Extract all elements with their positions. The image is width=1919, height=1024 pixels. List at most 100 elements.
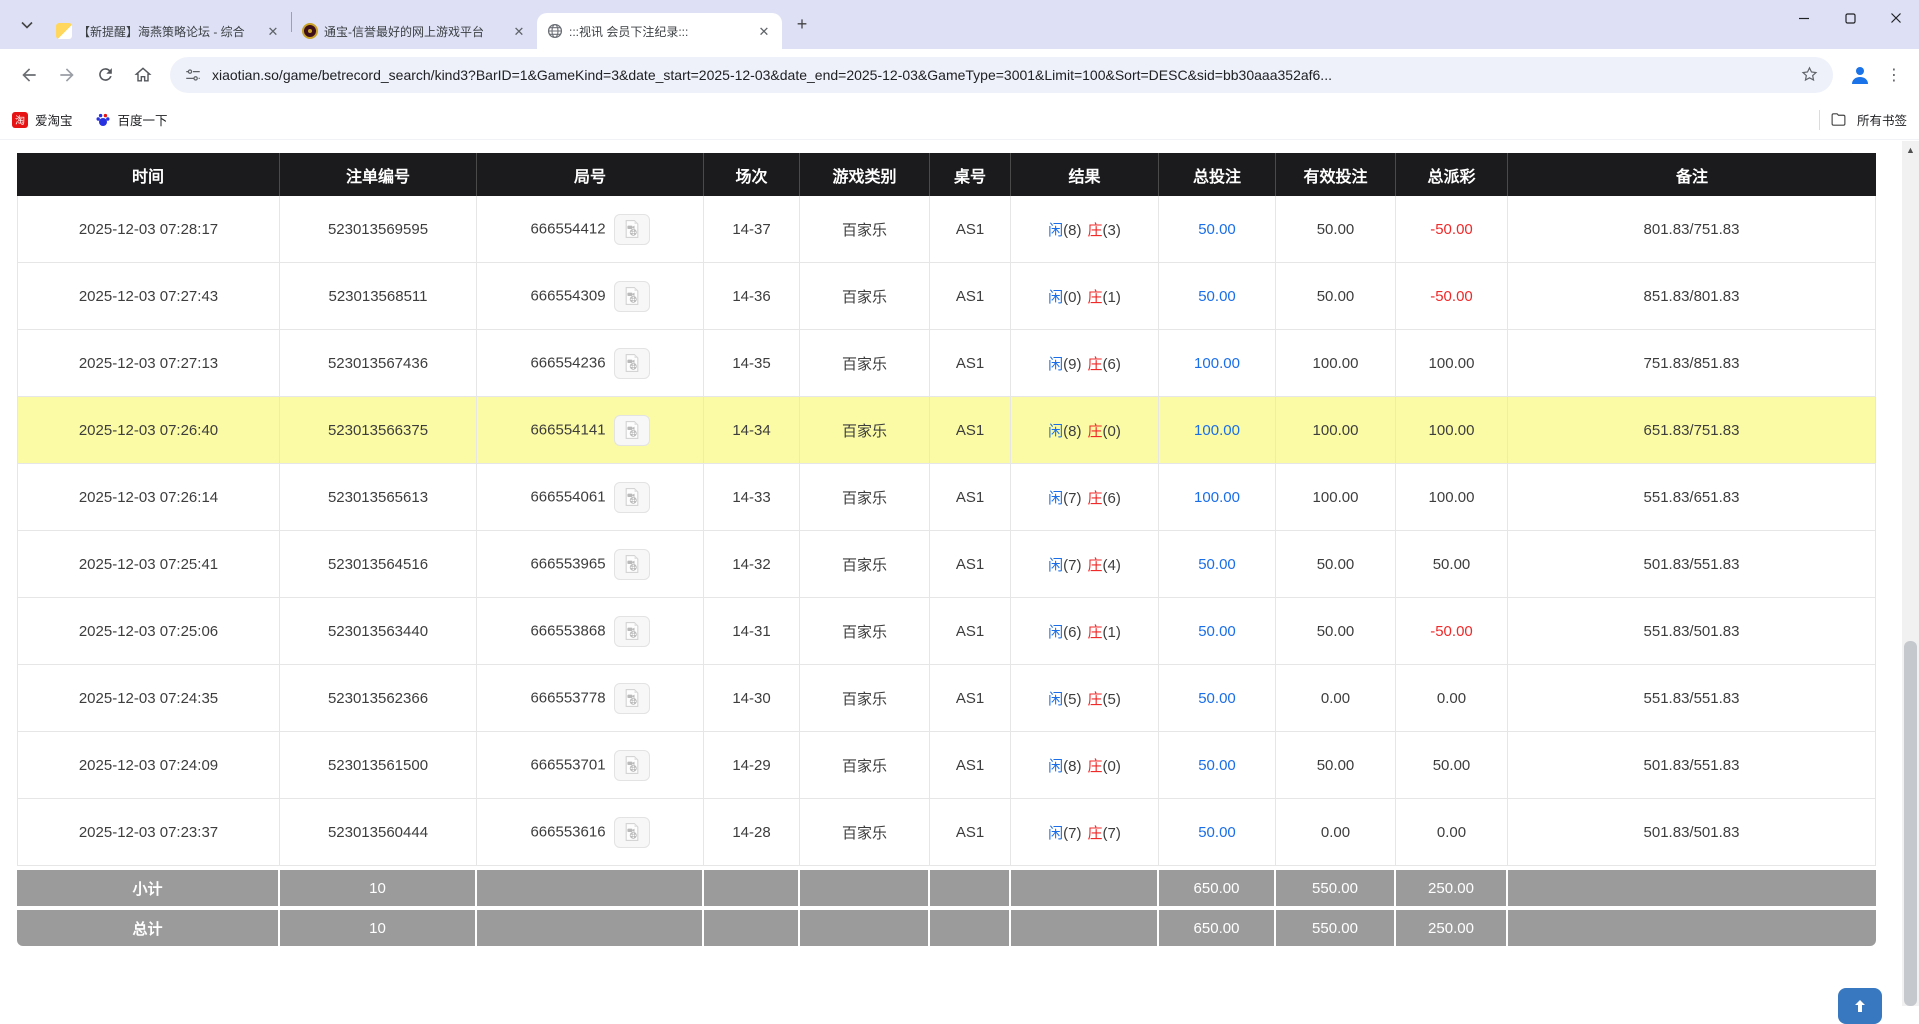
banker-label: 庄	[1087, 623, 1103, 641]
cell-time: 2025-12-03 07:23:37	[17, 799, 280, 866]
player-score: (6)	[1063, 623, 1082, 641]
cell-time: 2025-12-03 07:26:40	[17, 397, 280, 464]
cell-time: 2025-12-03 07:27:13	[17, 330, 280, 397]
bookmark-star-icon[interactable]	[1800, 65, 1819, 84]
taobao-icon: 淘	[12, 111, 28, 128]
video-replay-button[interactable]	[613, 347, 650, 379]
video-replay-button[interactable]	[613, 414, 650, 446]
tab-forum[interactable]: 【新提醒】海燕策略论坛 - 综合 ✕	[46, 13, 291, 49]
cell-session: 14-29	[704, 732, 800, 799]
maximize-button[interactable]	[1827, 0, 1873, 36]
cell-bet-id: 523013564516	[280, 531, 477, 598]
banker-score: (7)	[1102, 824, 1121, 842]
cell-note: 501.83/551.83	[1508, 531, 1876, 598]
reload-button[interactable]	[88, 58, 122, 92]
profile-avatar[interactable]	[1843, 58, 1877, 92]
banker-score: (6)	[1102, 355, 1121, 373]
cell-round-id: 666553868	[477, 598, 704, 665]
back-to-top-button[interactable]	[1838, 988, 1882, 1024]
cell-round-id: 666554061	[477, 464, 704, 531]
banker-score: (0)	[1102, 757, 1121, 775]
cell-result: 闲(5) 庄(5)	[1011, 665, 1159, 732]
forward-button[interactable]	[50, 58, 84, 92]
banker-label: 庄	[1087, 757, 1103, 775]
round-id-text: 666553701	[530, 755, 606, 773]
all-bookmarks[interactable]: 所有书签	[1818, 109, 1907, 130]
banker-score: (5)	[1102, 690, 1121, 708]
cell-table-no: AS1	[930, 732, 1011, 799]
tab-strip: 【新提醒】海燕策略论坛 - 综合 ✕ 通宝-信誉最好的网上游戏平台 ✕ :::视…	[0, 0, 1919, 49]
video-file-icon	[625, 287, 638, 305]
cell-game-type: 百家乐	[800, 330, 930, 397]
tab-divider	[291, 12, 292, 32]
url-text[interactable]: xiaotian.so/game/betrecord_search/kind3?…	[212, 66, 1332, 83]
video-replay-button[interactable]	[613, 548, 650, 580]
table-row: 2025-12-03 07:26:14 523013565613 6665540…	[17, 464, 1876, 531]
scrollbar-thumb[interactable]	[1904, 641, 1917, 1006]
total-valid-bet: 550.00	[1276, 906, 1396, 946]
cell-game-type: 百家乐	[800, 799, 930, 866]
video-replay-button[interactable]	[613, 816, 650, 848]
page-content: 时间 注单编号 局号 场次 游戏类别 桌号 结果 总投注 有效投注 总派彩 备注…	[0, 140, 1919, 1006]
bookmark-aitaobao[interactable]: 淘 爱淘宝	[12, 110, 73, 129]
tab-search-button[interactable]	[12, 10, 42, 40]
bet-record-table: 时间 注单编号 局号 场次 游戏类别 桌号 结果 总投注 有效投注 总派彩 备注…	[17, 153, 1876, 946]
bookmark-baidu[interactable]: 百度一下	[95, 110, 168, 129]
cell-valid-bet: 0.00	[1276, 665, 1396, 732]
cell-total-bet: 50.00	[1159, 263, 1276, 330]
cell-valid-bet: 100.00	[1276, 464, 1396, 531]
url-bar[interactable]: xiaotian.so/game/betrecord_search/kind3?…	[170, 56, 1833, 93]
reload-icon	[98, 68, 112, 81]
tab-title: :::视讯 会员下注纪录:::	[569, 24, 689, 39]
cell-bet-id: 523013567436	[280, 330, 477, 397]
player-label: 闲	[1048, 757, 1064, 775]
tab-tongbao[interactable]: 通宝-信誉最好的网上游戏平台 ✕	[292, 13, 537, 49]
player-score: (5)	[1063, 690, 1082, 708]
cell-table-no: AS1	[930, 598, 1011, 665]
cell-round-id: 666554236	[477, 330, 704, 397]
cell-result: 闲(8) 庄(3)	[1011, 196, 1159, 263]
video-replay-button[interactable]	[613, 749, 650, 781]
cell-valid-bet: 50.00	[1276, 732, 1396, 799]
player-score: (7)	[1063, 556, 1082, 574]
cell-result: 闲(6) 庄(1)	[1011, 598, 1159, 665]
cell-game-type: 百家乐	[800, 464, 930, 531]
player-score: (9)	[1063, 355, 1082, 373]
video-replay-button[interactable]	[613, 615, 650, 647]
tab-close-icon[interactable]: ✕	[513, 23, 525, 39]
table-row: 2025-12-03 07:27:43 523013568511 6665543…	[17, 263, 1876, 330]
tab-close-icon[interactable]: ✕	[758, 23, 770, 39]
col-session: 场次	[704, 153, 800, 196]
banker-score: (4)	[1102, 556, 1121, 574]
cell-table-no: AS1	[930, 196, 1011, 263]
cell-bet-id: 523013560444	[280, 799, 477, 866]
col-result: 结果	[1011, 153, 1159, 196]
close-window-button[interactable]	[1873, 0, 1919, 36]
minimize-button[interactable]	[1781, 0, 1827, 36]
banker-score: (3)	[1102, 221, 1121, 239]
page-scrollbar[interactable]: ▲	[1902, 141, 1919, 1006]
table-row: 2025-12-03 07:26:40 523013566375 6665541…	[17, 397, 1876, 464]
video-file-icon	[625, 220, 638, 238]
cell-total-bet: 100.00	[1159, 464, 1276, 531]
person-icon	[1852, 66, 1868, 84]
back-button[interactable]	[12, 58, 46, 92]
video-replay-button[interactable]	[613, 280, 650, 312]
home-button[interactable]	[126, 58, 160, 92]
table-row: 2025-12-03 07:28:17 523013569595 6665544…	[17, 196, 1876, 263]
cell-table-no: AS1	[930, 464, 1011, 531]
tab-close-icon[interactable]: ✕	[267, 23, 279, 39]
video-replay-button[interactable]	[613, 682, 650, 714]
site-settings-icon[interactable]	[184, 66, 202, 84]
tab-bet-record-active[interactable]: :::视讯 会员下注纪录::: ✕	[537, 13, 782, 49]
cell-session: 14-32	[704, 531, 800, 598]
new-tab-button[interactable]: +	[796, 13, 808, 34]
video-replay-button[interactable]	[613, 481, 650, 513]
cell-time: 2025-12-03 07:25:06	[17, 598, 280, 665]
browser-menu-button[interactable]: ⋮	[1886, 66, 1902, 84]
forum-favicon-icon	[56, 23, 72, 39]
cell-session: 14-30	[704, 665, 800, 732]
scrollbar-up-arrow-icon[interactable]: ▲	[1906, 144, 1915, 155]
video-replay-button[interactable]	[613, 213, 650, 245]
cell-valid-bet: 50.00	[1276, 263, 1396, 330]
